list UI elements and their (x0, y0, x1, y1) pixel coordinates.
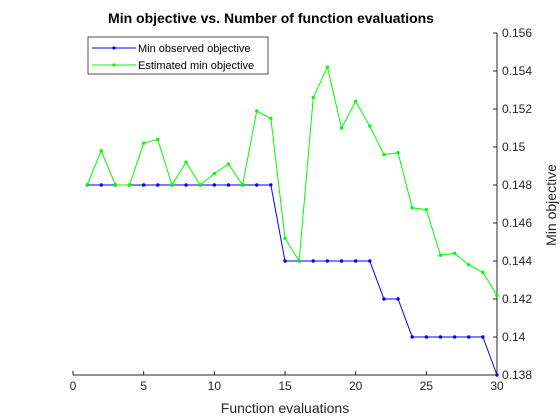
y-tick-label: 0.14 (502, 330, 526, 344)
estimated-data-point (311, 95, 315, 100)
estimated-data-point (452, 251, 457, 256)
observed-data-point (184, 183, 188, 187)
y-tick-label: 0.148 (502, 178, 532, 192)
estimated-data-point (255, 109, 259, 113)
x-axis-label: Function evaluations (221, 400, 349, 416)
legend-label-estimated: Estimated min objective (138, 60, 254, 72)
estimated-data-point (353, 99, 358, 104)
estimated-data-point (297, 259, 301, 263)
observed-data-point (156, 183, 160, 187)
y-tick-label: 0.154 (502, 64, 532, 78)
legend: Min observed objective Estimated min obj… (87, 36, 269, 75)
x-tick-label: 15 (278, 379, 292, 393)
estimated-series-line (86, 65, 498, 296)
observed-data-point (226, 183, 231, 187)
estimated-data-point (283, 236, 287, 240)
legend-box (87, 36, 269, 75)
y-tick-label: 0.142 (502, 292, 532, 306)
observed-data-point (269, 183, 273, 187)
estimated-data-point (410, 206, 414, 210)
estimated-data-point (481, 270, 485, 275)
chart-title: Min objective vs. Number of function eva… (108, 10, 434, 26)
estimated-data-point (85, 183, 89, 187)
estimated-data-point (127, 183, 132, 187)
legend-label-observed: Min observed objective (138, 43, 251, 55)
estimated-data-point (212, 171, 217, 176)
y-tick-label: 0.138 (502, 368, 532, 382)
series-layer (85, 65, 499, 377)
y-axis-label: Min objective (543, 164, 559, 246)
observed-data-point (481, 335, 485, 339)
legend-marker-estimated (112, 63, 116, 67)
observed-data-point (368, 259, 372, 263)
observed-data-point (353, 259, 358, 263)
estimated-data-point (269, 116, 273, 121)
y-tick-label: 0.156 (502, 26, 532, 40)
observed-data-point (325, 259, 330, 263)
observed-data-point (212, 183, 217, 187)
estimated-data-point (184, 160, 188, 164)
observed-data-point (452, 335, 457, 339)
y-tick-label: 0.15 (502, 140, 526, 154)
observed-data-point (467, 335, 471, 339)
estimated-data-point (368, 124, 372, 128)
x-tick-label: 30 (490, 379, 504, 393)
observed-data-point (495, 373, 499, 377)
estimated-data-point (198, 183, 202, 187)
estimated-data-point (141, 141, 146, 145)
estimated-data-point (467, 263, 471, 267)
observed-data-point (438, 335, 443, 339)
axes: 0 5 10 15 20 25 300.138 0.14 0.142 0.144 0.146 0.14… (70, 26, 533, 393)
observed-data-point (255, 183, 259, 187)
observed-series-line (87, 184, 498, 376)
legend-marker-observed (112, 46, 116, 50)
observed-data-point (141, 183, 146, 187)
x-tick-label: 5 (140, 379, 147, 393)
estimated-data-point (382, 152, 386, 157)
observed-data-point (283, 259, 287, 263)
x-tick-label: 10 (208, 379, 222, 393)
y-tick-label: 0.152 (502, 102, 532, 116)
estimated-data-point (438, 253, 443, 257)
y-tick-label: 0.144 (502, 254, 532, 268)
estimated-data-point (99, 149, 103, 153)
estimated-data-point (396, 151, 400, 155)
estimated-data-point (325, 65, 330, 69)
y-tick-label: 0.146 (502, 216, 532, 230)
x-tick-label: 25 (420, 379, 434, 393)
estimated-data-point (226, 162, 231, 166)
estimated-data-point (339, 126, 344, 130)
observed-data-point (410, 335, 414, 339)
estimated-data-point (156, 137, 160, 142)
observed-data-point (99, 183, 103, 187)
x-tick-label: 20 (349, 379, 363, 393)
estimated-data-point (240, 183, 245, 187)
x-tick-label: 0 (70, 379, 77, 393)
observed-data-point (424, 335, 429, 339)
estimated-data-point (113, 183, 118, 187)
observed-data-point (339, 259, 344, 263)
observed-data-point (396, 297, 400, 301)
estimated-data-point (495, 293, 499, 297)
observed-data-point (311, 259, 315, 263)
estimated-data-point (424, 208, 429, 212)
estimated-data-point (170, 183, 174, 187)
observed-data-point (382, 297, 386, 301)
